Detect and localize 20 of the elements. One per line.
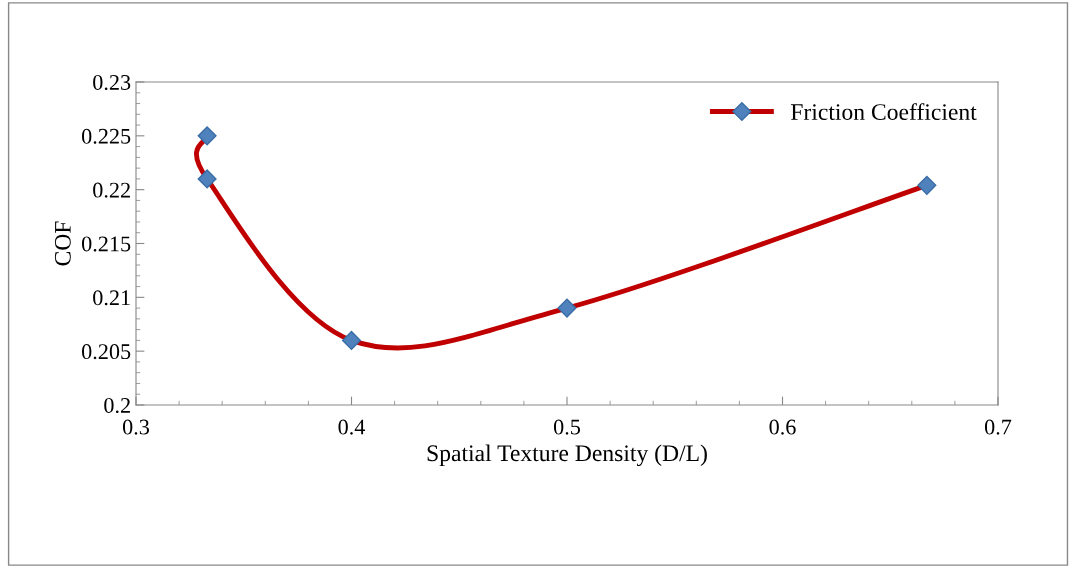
y-axis-title: COF bbox=[54, 221, 71, 266]
y-tick-label: 0.205 bbox=[81, 344, 131, 360]
legend-label: Friction Coefficient bbox=[790, 103, 977, 121]
y-tick-label: 0.215 bbox=[81, 236, 131, 252]
point bbox=[557, 298, 577, 318]
x-tick-label: 0.7 bbox=[984, 419, 1012, 435]
point bbox=[197, 126, 217, 146]
y-tick-label: 0.21 bbox=[93, 290, 130, 306]
y-tick-label: 0.23 bbox=[93, 74, 131, 91]
x-tick-label: 0.6 bbox=[769, 419, 796, 435]
x-axis-title: Spatial Texture Density (D/L) bbox=[427, 444, 707, 467]
y-tick-label: 0.22 bbox=[93, 182, 130, 198]
point bbox=[197, 169, 217, 189]
x-tick-label: 0.4 bbox=[338, 419, 366, 435]
y-tick-label: 0.2 bbox=[104, 397, 130, 414]
point bbox=[917, 175, 937, 195]
y-tick-label: 0.225 bbox=[81, 128, 131, 144]
x-tick-label: 0.3 bbox=[122, 419, 150, 435]
point bbox=[341, 330, 362, 350]
x-tick-label: 0.5 bbox=[553, 419, 581, 435]
